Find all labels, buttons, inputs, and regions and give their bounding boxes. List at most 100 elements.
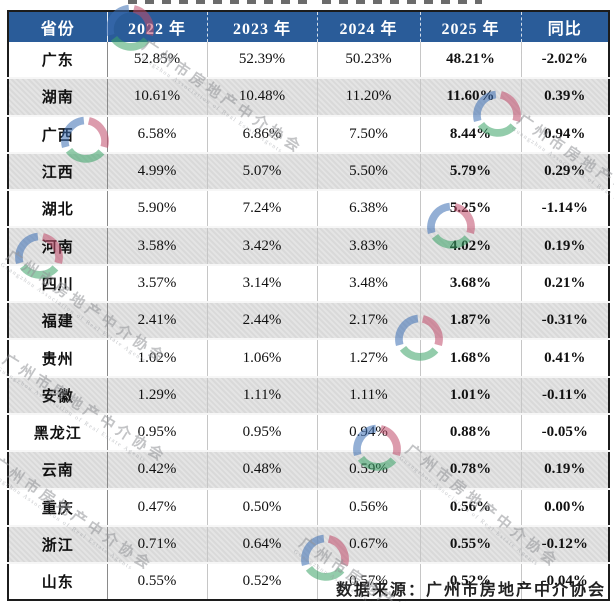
cropped-title-remnant xyxy=(128,0,308,4)
data-source-note: 数据来源：广州市房地产中介协会 xyxy=(335,582,606,599)
col-header-2025: 2025 年 xyxy=(419,11,521,42)
cropped-title-remnant xyxy=(322,0,482,4)
value-cell: 2.41% xyxy=(106,301,207,340)
value-cell: 7.24% xyxy=(206,189,317,228)
province-cell: 江西 xyxy=(8,151,107,191)
value-cell: 0.95% xyxy=(106,412,207,452)
table-row: 河南 3.58% 3.42% 3.83% 4.02% 0.19% xyxy=(8,226,609,265)
yoy-cell: 0.39% xyxy=(520,77,609,116)
value-cell: 2.44% xyxy=(206,301,317,340)
value-cell: 10.48% xyxy=(206,77,317,116)
value-cell: 48.21% xyxy=(419,42,521,79)
value-cell: 0.67% xyxy=(316,524,420,564)
table-row: 广西 6.58% 6.86% 7.50% 8.44% 0.94% xyxy=(8,114,609,153)
yoy-cell: -0.31% xyxy=(520,301,609,340)
value-cell: 5.25% xyxy=(419,189,521,228)
col-header-yoy: 同比 xyxy=(520,11,609,42)
value-cell: 3.14% xyxy=(206,263,317,303)
yoy-cell: 0.19% xyxy=(520,226,609,265)
value-cell: 1.11% xyxy=(206,375,317,414)
value-cell: 3.48% xyxy=(316,263,420,303)
value-cell: 6.38% xyxy=(316,189,420,228)
value-cell: 10.61% xyxy=(106,77,207,116)
province-share-table: 省份 2022 年 2023 年 2024 年 2025 年 同比 广东 52.8… xyxy=(7,10,610,602)
value-cell: 0.55% xyxy=(419,524,521,564)
value-cell: 0.64% xyxy=(206,524,317,564)
col-header-2024: 2024 年 xyxy=(316,11,420,42)
province-cell: 浙江 xyxy=(8,524,107,564)
yoy-cell: -0.04% xyxy=(520,562,609,601)
yoy-cell: -0.12% xyxy=(520,524,609,564)
value-cell: 0.42% xyxy=(106,450,207,489)
table-row: 山东 0.55% 0.52% 0.57% 0.52% -0.04% xyxy=(8,562,609,601)
value-cell: 0.52% xyxy=(206,562,317,601)
value-cell: 1.06% xyxy=(206,338,317,377)
yoy-cell: 0.29% xyxy=(520,151,609,191)
table-header: 省份 2022 年 2023 年 2024 年 2025 年 同比 xyxy=(8,11,609,42)
value-cell: 11.20% xyxy=(316,77,420,116)
yoy-cell: -2.02% xyxy=(520,42,609,79)
value-cell: 0.95% xyxy=(206,412,317,452)
value-cell: 0.55% xyxy=(106,562,207,601)
value-cell: 4.02% xyxy=(419,226,521,265)
province-cell: 安徽 xyxy=(8,375,107,414)
value-cell: 5.50% xyxy=(316,151,420,191)
yoy-cell: -1.14% xyxy=(520,189,609,228)
value-cell: 5.79% xyxy=(419,151,521,191)
table-row: 江西 4.99% 5.07% 5.50% 5.79% 0.29% xyxy=(8,151,609,191)
yoy-cell: 0.94% xyxy=(520,114,609,153)
value-cell: 0.71% xyxy=(106,524,207,564)
yoy-cell: -0.11% xyxy=(520,375,609,414)
value-cell: 0.56% xyxy=(419,487,521,526)
value-cell: 4.99% xyxy=(106,151,207,191)
province-cell: 云南 xyxy=(8,450,107,489)
value-cell: 0.47% xyxy=(106,487,207,526)
province-cell: 重庆 xyxy=(8,487,107,526)
province-cell: 山东 xyxy=(8,562,107,601)
province-cell: 四川 xyxy=(8,263,107,303)
yoy-cell: 0.19% xyxy=(520,450,609,489)
value-cell: 52.85% xyxy=(106,42,207,79)
col-header-2023: 2023 年 xyxy=(206,11,317,42)
value-cell: 3.58% xyxy=(106,226,207,265)
value-cell: 1.01% xyxy=(419,375,521,414)
value-cell: 0.78% xyxy=(419,450,521,489)
value-cell: 0.50% xyxy=(206,487,317,526)
table-row: 安徽 1.29% 1.11% 1.11% 1.01% -0.11% xyxy=(8,375,609,414)
value-cell: 6.86% xyxy=(206,114,317,153)
value-cell: 1.02% xyxy=(106,338,207,377)
value-cell: 0.59% xyxy=(316,450,420,489)
value-cell: 3.68% xyxy=(419,263,521,303)
value-cell: 52.39% xyxy=(206,42,317,79)
value-cell: 3.42% xyxy=(206,226,317,265)
value-cell: 0.48% xyxy=(206,450,317,489)
value-cell: 50.23% xyxy=(316,42,420,79)
value-cell: 2.17% xyxy=(316,301,420,340)
province-cell: 黑龙江 xyxy=(8,412,107,452)
yoy-cell: 0.21% xyxy=(520,263,609,303)
col-header-province: 省份 xyxy=(8,11,107,42)
value-cell: 5.90% xyxy=(106,189,207,228)
header-row: 省份 2022 年 2023 年 2024 年 2025 年 同比 xyxy=(8,11,609,42)
value-cell: 1.87% xyxy=(419,301,521,340)
province-cell: 广东 xyxy=(41,53,74,70)
value-cell: 1.11% xyxy=(316,375,420,414)
value-cell: 0.94% xyxy=(316,412,420,452)
province-cell: 河南 xyxy=(8,226,107,265)
value-cell: 3.57% xyxy=(106,263,207,303)
table-row: 湖南 10.61% 10.48% 11.20% 11.60% 0.39% xyxy=(8,77,609,116)
table-row: 云南 0.42% 0.48% 0.59% 0.78% 0.19% xyxy=(8,450,609,489)
province-cell: 广西 xyxy=(8,114,107,153)
value-cell: 1.68% xyxy=(419,338,521,377)
value-cell: 0.52% xyxy=(419,562,521,601)
table-row: 广东 52.85% 52.39% 50.23% 48.21% -2.02% xyxy=(8,42,609,79)
value-cell: 5.07% xyxy=(206,151,317,191)
province-cell: 福建 xyxy=(8,301,107,340)
value-cell: 3.83% xyxy=(316,226,420,265)
value-cell: 11.60% xyxy=(419,77,521,116)
value-cell: 1.29% xyxy=(106,375,207,414)
value-cell: 0.88% xyxy=(419,412,521,452)
value-cell: 0.56% xyxy=(316,487,420,526)
table-row: 重庆 0.47% 0.50% 0.56% 0.56% 0.00% xyxy=(8,487,609,526)
